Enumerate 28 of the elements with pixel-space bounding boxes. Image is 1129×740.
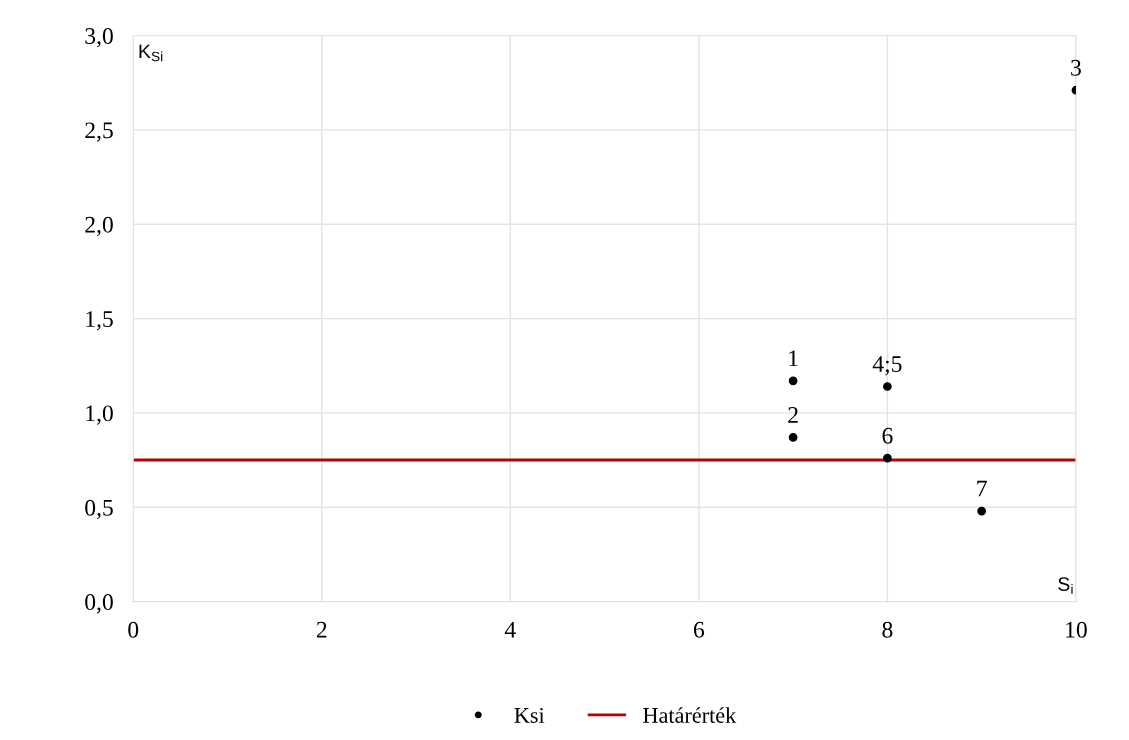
y-tick-label: 1,5 [86, 311, 113, 331]
x-tick-label: 6 [693, 621, 705, 638]
annotation: 4;5 [872, 356, 902, 376]
y-tick-label: 0,0 [85, 594, 113, 614]
y-tick-label: 2,5 [85, 122, 113, 142]
point [883, 382, 892, 391]
x-tick-label: 4 [504, 621, 516, 638]
x-axis-title: S$_{i}$ [1058, 577, 1073, 594]
point [977, 506, 987, 516]
x-tick-label: 8 [882, 621, 893, 638]
x-tick-label: 0 [128, 621, 139, 638]
annotation: 6 [882, 427, 893, 444]
x-tick-label: 2 [316, 621, 327, 638]
point [883, 453, 892, 463]
y-tick-label: 0,5 [85, 499, 113, 520]
annotation: 7 [977, 480, 987, 497]
y-tick-label: 3,0 [85, 28, 113, 48]
legend-label: Ksi [514, 707, 545, 723]
point [788, 376, 798, 386]
y-axis-title: K$_{Si}$ [139, 44, 163, 62]
point [788, 433, 798, 442]
annotation: 3 [1071, 59, 1081, 76]
legend-label: Határérték [643, 707, 737, 723]
annotation: 2 [788, 407, 798, 423]
y-tick-label: 2,0 [85, 216, 113, 237]
x-tick-label: 10 [1066, 621, 1087, 638]
y-tick-label: 1,0 [86, 405, 113, 425]
annotation: 1 [789, 350, 798, 367]
